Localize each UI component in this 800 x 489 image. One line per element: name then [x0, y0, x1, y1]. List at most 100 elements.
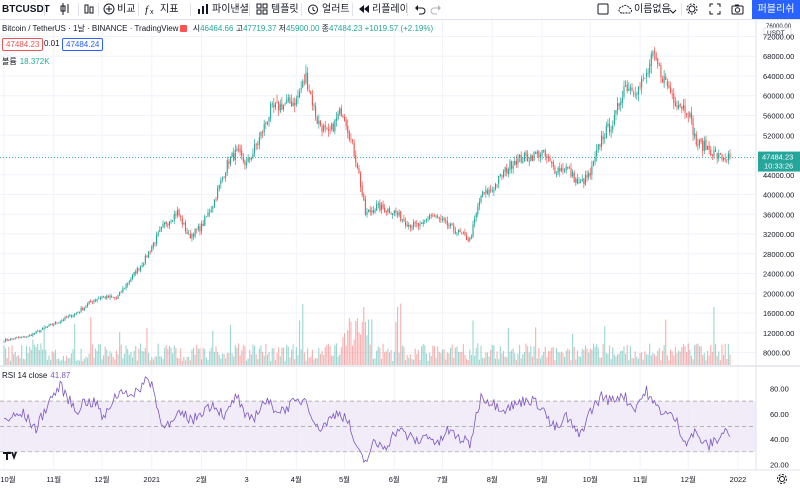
candle-body — [681, 106, 683, 110]
volume-bar — [115, 350, 117, 365]
candle-body — [466, 235, 468, 240]
redo-icon[interactable] — [430, 3, 442, 18]
candle-body — [369, 209, 371, 212]
volume-bar — [24, 359, 26, 365]
publish-button[interactable]: 퍼블리쉬 — [752, 0, 800, 19]
volume-bar — [430, 356, 432, 365]
volume-bar — [329, 346, 331, 365]
fullscreen-icon[interactable] — [709, 3, 721, 18]
candle-body — [8, 340, 10, 341]
candle-body — [714, 149, 717, 152]
rsi-legend[interactable]: RSI 14 close 41.87 — [2, 371, 70, 380]
volume-bar — [120, 344, 122, 365]
candle-body — [151, 246, 153, 252]
toolbar-separator — [44, 3, 45, 16]
candle-body — [313, 104, 315, 106]
volume-bar — [282, 347, 285, 365]
candle-body — [474, 218, 476, 224]
candle-body — [637, 86, 640, 95]
volume-bar — [298, 320, 301, 365]
candle-body — [347, 125, 349, 133]
camera-icon[interactable] — [731, 3, 744, 18]
volume-bar — [176, 357, 179, 365]
candle-body — [366, 211, 368, 215]
price-tick-label: 16000.00 — [763, 309, 794, 318]
volume-bar — [522, 354, 524, 365]
alert-button[interactable]: 얼러트 — [322, 4, 350, 15]
chart-style-icon[interactable] — [84, 3, 94, 18]
volume-legend[interactable]: 볼륨 18.372K — [2, 56, 50, 67]
candle-body — [176, 209, 179, 216]
price-candles — [3, 47, 731, 343]
financials-icon[interactable] — [197, 3, 209, 18]
candle-body — [657, 58, 659, 65]
candle-body — [77, 312, 79, 313]
gear-icon[interactable] — [686, 3, 698, 18]
volume-bar — [213, 351, 215, 365]
alert-clock-icon[interactable] — [307, 3, 319, 18]
volume-bar — [689, 349, 691, 365]
compare-button[interactable]: 비교 — [117, 4, 136, 15]
volume-bar — [615, 356, 617, 365]
candle-body — [491, 190, 493, 192]
candle-body — [504, 167, 506, 172]
volume-bar — [119, 332, 121, 365]
candle-body — [295, 98, 297, 105]
candle-body — [220, 180, 222, 185]
volume-bar — [279, 356, 281, 365]
layout-name-button[interactable]: 이름없음 — [634, 4, 671, 15]
candles-icon[interactable] — [60, 3, 70, 18]
volume-bar — [576, 350, 578, 365]
replay-icon[interactable] — [358, 3, 370, 18]
replay-button[interactable]: 리플레이 — [372, 4, 409, 15]
volume-bar — [422, 344, 424, 365]
volume-bar — [401, 345, 403, 365]
candle-body — [258, 137, 260, 145]
volume-bar — [604, 326, 606, 365]
indicators-button[interactable]: 지표 — [160, 4, 179, 15]
volume-bar — [723, 354, 725, 365]
volume-bar — [360, 334, 362, 365]
price-tick-label: 52000.00 — [763, 131, 794, 140]
candle-body — [459, 230, 461, 233]
volume-bar — [661, 350, 664, 365]
chevron-down-icon[interactable] — [669, 6, 677, 18]
candle-body — [358, 168, 360, 174]
financials-button[interactable]: 파이낸셜 — [212, 4, 249, 15]
volume-bar — [61, 359, 63, 365]
buy-price-button[interactable]: 47484.24 — [62, 38, 104, 51]
candle-body — [326, 128, 328, 130]
candle-body — [671, 94, 673, 95]
symbol-search-button[interactable]: BTCUSDT — [2, 4, 50, 15]
candle-body — [525, 152, 527, 156]
volume-bar — [409, 354, 411, 365]
sell-price-button[interactable]: 47484.23 — [2, 38, 44, 51]
volume-bar — [379, 347, 381, 365]
volume-bar — [6, 358, 8, 365]
volume-bar — [122, 358, 124, 365]
volume-bar — [665, 319, 667, 365]
candle-body — [13, 339, 15, 340]
undo-icon[interactable] — [414, 3, 426, 18]
templates-button[interactable]: 템플릿 — [271, 4, 299, 15]
volume-bar — [217, 352, 219, 365]
volume-bar — [112, 357, 114, 365]
candle-body — [626, 84, 628, 92]
templates-icon[interactable] — [256, 3, 268, 18]
candle-body — [575, 178, 577, 183]
volume-bar — [3, 345, 5, 365]
cloud-icon[interactable] — [618, 3, 632, 18]
candle-body — [567, 166, 569, 169]
layout-square-icon[interactable] — [597, 3, 609, 18]
candle-body — [440, 218, 442, 220]
candle-body — [723, 157, 725, 160]
svg-text:x: x — [150, 9, 154, 15]
candle-body — [231, 152, 233, 157]
candle-body — [592, 161, 595, 166]
candle-body — [449, 223, 452, 226]
gear-outer — [777, 474, 787, 484]
compare-plus-icon[interactable] — [103, 3, 115, 18]
candle-body — [719, 153, 721, 155]
